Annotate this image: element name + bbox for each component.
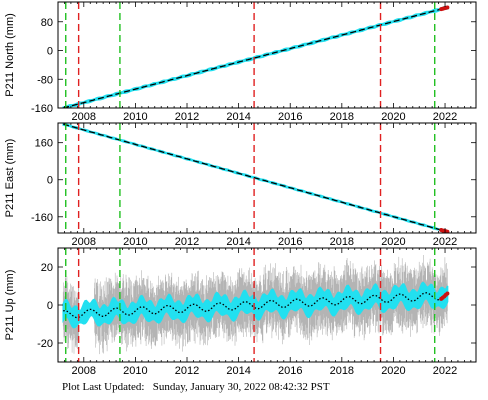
recent-point-east xyxy=(445,229,450,233)
y-tick-label: -80 xyxy=(37,74,53,86)
x-tick-label: 2012 xyxy=(175,236,199,248)
plot-area-north xyxy=(62,2,450,108)
x-tick-label: 2016 xyxy=(278,365,302,377)
x-tick-label: 2014 xyxy=(226,365,250,377)
x-tick-label: 2010 xyxy=(123,365,147,377)
trend-line-up xyxy=(63,292,448,319)
x-tick-label: 2008 xyxy=(72,236,96,248)
x-tick-label: 2016 xyxy=(278,236,302,248)
plot-updated-footer: Plot Last Updated: Sunday, January 30, 2… xyxy=(62,381,330,393)
trend-line-north xyxy=(63,6,448,108)
panel-east: 2008 2010 2012 2014 2016 2018 2020 2022 -160 0 160… xyxy=(4,122,477,248)
panel-north: 2008 2010 2012 2014 2016 2018 2020 2022 -160 -80 0… xyxy=(4,1,477,123)
x-tick-label: 2018 xyxy=(330,365,354,377)
recent-point-up xyxy=(445,291,450,296)
axes-frame-north xyxy=(57,1,477,109)
y-tick-label: 0 xyxy=(47,46,53,58)
plot-area-up xyxy=(62,248,450,362)
x-tick-label: 2008 xyxy=(72,111,96,123)
plot-updated-label: Plot Last Updated: xyxy=(62,381,145,393)
y-tick-label: -160 xyxy=(31,103,53,115)
x-tick-label: 2018 xyxy=(330,111,354,123)
y-tick-label: 160 xyxy=(35,138,53,150)
y-axis-label: P211 Up (mm) xyxy=(4,270,16,341)
plot-updated-timestamp: Sunday, January 30, 2022 08:42:32 PST xyxy=(152,381,330,393)
y-tick-label: 20 xyxy=(41,262,53,274)
trend-line-east xyxy=(63,123,448,233)
y-tick-label: 0 xyxy=(47,175,53,187)
observations-up xyxy=(62,281,449,329)
x-tick-label: 2022 xyxy=(433,236,457,248)
x-tick-label: 2016 xyxy=(278,111,302,123)
x-tick-label: 2014 xyxy=(226,111,250,123)
x-tick-label: 2012 xyxy=(175,365,199,377)
recent-point-north xyxy=(445,5,450,10)
y-axis-label: P211 North (mm) xyxy=(4,13,16,97)
x-tick-label: 2018 xyxy=(330,236,354,248)
x-tick-label: 2010 xyxy=(123,236,147,248)
x-tick-label: 2014 xyxy=(226,236,250,248)
x-tick-label: 2022 xyxy=(433,365,457,377)
x-tick-label: 2008 xyxy=(72,365,96,377)
panel-up: 2008 2010 2012 2014 2016 2018 2020 2022 -20 0 20 P2… xyxy=(4,247,477,377)
y-tick-label: -160 xyxy=(31,212,53,224)
x-tick-label: 2020 xyxy=(381,236,405,248)
y-axis-label: P211 East (mm) xyxy=(4,139,16,218)
y-tick-label: 0 xyxy=(47,300,53,312)
x-tick-label: 2012 xyxy=(175,111,199,123)
plot-area-east xyxy=(62,123,450,233)
y-tick-label: 80 xyxy=(41,17,53,29)
axes-frame-east xyxy=(57,122,477,234)
x-tick-label: 2022 xyxy=(433,111,457,123)
x-tick-label: 2020 xyxy=(381,365,405,377)
x-tick-label: 2020 xyxy=(381,111,405,123)
x-tick-label: 2010 xyxy=(123,111,147,123)
y-tick-label: -20 xyxy=(37,338,53,350)
